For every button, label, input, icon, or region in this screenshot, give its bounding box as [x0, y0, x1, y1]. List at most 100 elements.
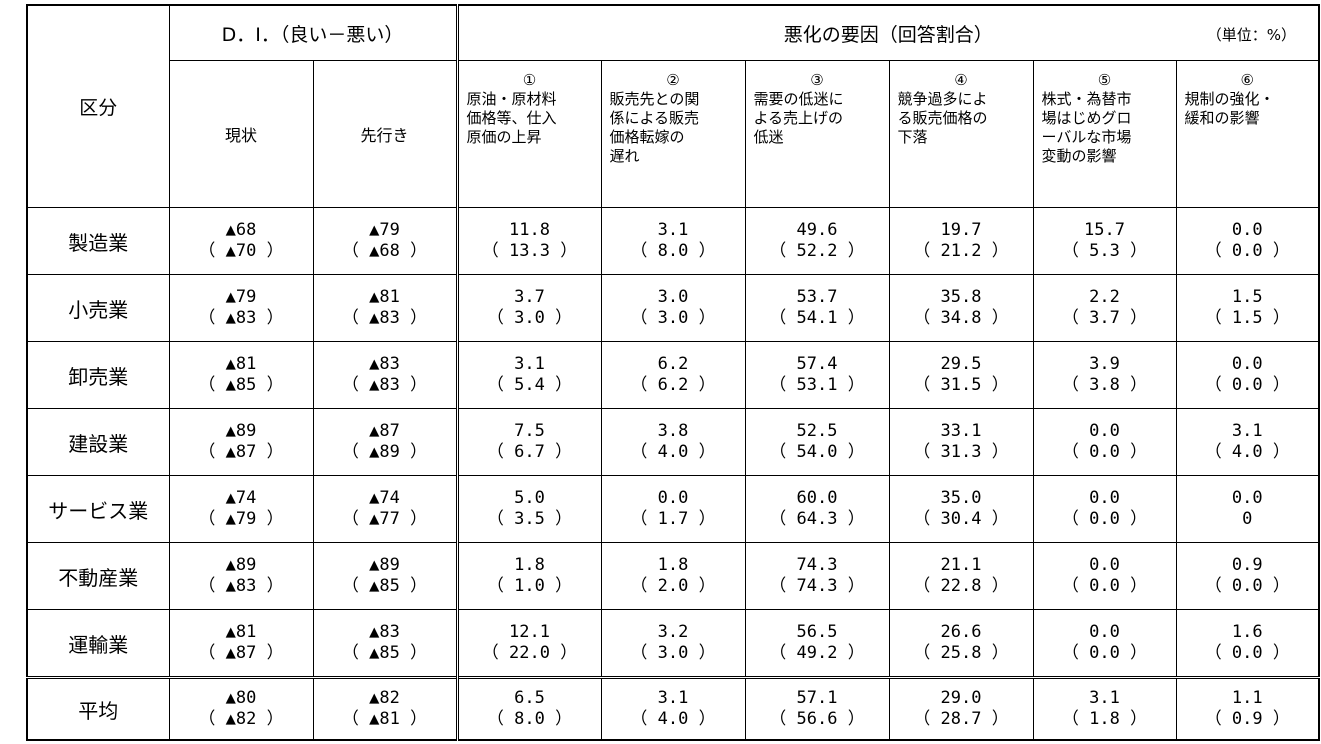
cell-current-value: 1.8 [657, 555, 689, 575]
table-cell: ▲89 （ ▲87 ） [168, 408, 314, 476]
cell-previous-value: （ ▲77 ） [341, 509, 428, 529]
table-cell: 0.0 （ 0.0 ） [1032, 609, 1177, 678]
cell-current-value: 74.3 [796, 555, 838, 575]
table-cell: 33.1 （ 31.3 ） [888, 408, 1034, 476]
cell-previous-value: （ 0.0 ） [1204, 576, 1290, 596]
cell-previous-value: （ 21.2 ） [913, 241, 1009, 261]
table-cell: 3.7 （ 3.0 ） [455, 274, 602, 342]
cell-current-value: 0.0 [1089, 488, 1120, 508]
table-cell: ▲89 （ ▲85 ） [312, 542, 458, 610]
factor-text: 株式・為替市 場はじめグロ ーバルな市場 変動の影響 [1041, 90, 1132, 165]
row-label: サービス業 [26, 475, 170, 543]
table-cell: 0.0 0 [1175, 475, 1320, 543]
cell-current-value: ▲89 [225, 421, 257, 441]
cell-previous-value: （ 13.3 ） [481, 241, 578, 261]
cell-previous-value: （ 0.0 ） [1061, 576, 1148, 596]
row-label: 運輸業 [26, 609, 170, 678]
row-label: 不動産業 [26, 542, 170, 610]
cell-previous-value: （ 0.0 ） [1061, 442, 1148, 462]
cell-current-value: 3.1 [1231, 421, 1263, 441]
cell-previous-value: （ ▲81 ） [341, 709, 428, 729]
table-cell: 3.1 （ 4.0 ） [1175, 408, 1320, 476]
factor-header-2: ② 販売先との関 係による販売 価格転嫁の 遅れ [600, 60, 746, 208]
cell-previous-value: （ ▲87 ） [198, 643, 284, 663]
cell-current-value: 0.0 [1089, 421, 1120, 441]
cell-previous-value: （ 3.8 ） [1061, 375, 1148, 395]
cell-previous-value: （ 0.0 ） [1061, 643, 1148, 663]
table-cell: 5.0 （ 3.5 ） [455, 475, 602, 543]
table-cell: 0.0 （ 0.0 ） [1032, 408, 1177, 476]
di-header: D．I．（良い－悪い） [168, 4, 458, 61]
cell-previous-value: （ ▲68 ） [341, 241, 428, 261]
cell-previous-value: （ 6.7 ） [486, 442, 573, 462]
cell-current-value: 49.6 [796, 220, 838, 240]
table-row: 卸売業 ▲81 （ ▲85 ） ▲83 （ ▲83 ） 3.1 （ 5.4 ） 6.2 （ 6.… [26, 341, 1320, 409]
cell-previous-value: （ 3.0 ） [630, 308, 716, 328]
cell-previous-value: （ 25.8 ） [913, 643, 1009, 663]
cell-current-value: 12.1 [509, 622, 550, 642]
cell-previous-value: （ 2.0 ） [630, 576, 716, 596]
table-cell: ▲81 （ ▲83 ） [312, 274, 458, 342]
table-cell: 3.8 （ 4.0 ） [600, 408, 746, 476]
unit-label: （単位：%） [1206, 26, 1297, 44]
factor-text: 原油・原材料 価格等、仕入 原価の上昇 [466, 90, 557, 146]
cell-current-value: 56.5 [796, 622, 838, 642]
cell-current-value: 57.1 [796, 688, 838, 708]
table-cell: ▲82 （ ▲81 ） [312, 676, 458, 741]
row-label: 製造業 [26, 207, 170, 275]
cell-current-value: ▲79 [225, 287, 257, 307]
cell-current-value: ▲79 [369, 220, 400, 240]
table-cell: 0.0 （ 0.0 ） [1175, 207, 1320, 275]
table-row: 製造業 ▲68 （ ▲70 ） ▲79 （ ▲68 ） 11.8 （ 13.3 ） 3.1 （ … [26, 207, 1320, 275]
cell-previous-value: （ 1.5 ） [1204, 308, 1290, 328]
table-cell: 52.5 （ 54.0 ） [744, 408, 890, 476]
cell-current-value: 3.1 [1089, 688, 1120, 708]
factor-text: 販売先との関 係による販売 価格転嫁の 遅れ [609, 90, 700, 165]
cell-previous-value: （ 8.0 ） [630, 241, 716, 261]
table-cell: 0.9 （ 0.0 ） [1175, 542, 1320, 610]
table-cell: 21.1 （ 22.8 ） [888, 542, 1034, 610]
table-cell: 56.5 （ 49.2 ） [744, 609, 890, 678]
table-row: 運輸業 ▲81 （ ▲87 ） ▲83 （ ▲85 ） 12.1 （ 22.0 ） 3.2 （ … [26, 609, 1320, 678]
cell-previous-value: （ ▲85 ） [341, 576, 428, 596]
cell-current-value: 0.0 [1231, 220, 1263, 240]
cell-current-value: 53.7 [796, 287, 838, 307]
table-cell: ▲68 （ ▲70 ） [168, 207, 314, 275]
cell-previous-value: （ 5.4 ） [486, 375, 573, 395]
table-cell: 2.2 （ 3.7 ） [1032, 274, 1177, 342]
cell-previous-value: （ 52.2 ） [769, 241, 865, 261]
cell-previous-value: （ 3.7 ） [1061, 308, 1148, 328]
factor-header-4: ④ 競争過多によ る販売価格の 下落 [888, 60, 1034, 208]
factor-text: 規制の強化・ 緩和の影響 [1184, 90, 1275, 127]
factor-number: ① [522, 71, 537, 89]
table-cell: ▲89 （ ▲83 ） [168, 542, 314, 610]
cell-current-value: ▲74 [369, 488, 400, 508]
table-cell: ▲80 （ ▲82 ） [168, 676, 314, 741]
factor-header-3: ③ 需要の低迷に よる売上げの 低迷 [744, 60, 890, 208]
factor-number: ⑤ [1097, 71, 1112, 89]
table-cell: ▲81 （ ▲85 ） [168, 341, 314, 409]
cell-current-value: 35.8 [940, 287, 982, 307]
cell-current-value: 29.0 [940, 688, 982, 708]
table-cell: 53.7 （ 54.1 ） [744, 274, 890, 342]
cell-previous-value: （ ▲85 ） [198, 375, 284, 395]
cell-previous-value: （ 1.8 ） [1061, 709, 1148, 729]
table-cell: 26.6 （ 25.8 ） [888, 609, 1034, 678]
cell-current-value: 1.5 [1231, 287, 1263, 307]
table-cell: 3.2 （ 3.0 ） [600, 609, 746, 678]
table-cell: 3.1 （ 1.8 ） [1032, 676, 1177, 741]
cell-current-value: 29.5 [940, 354, 982, 374]
cell-current-value: 60.0 [796, 488, 838, 508]
di-table: 区分 D．I．（良い－悪い） 悪化の要因（回答割合） （単位：%） 現状 先行き… [26, 4, 1321, 741]
factor-title: 悪化の要因（回答割合） [783, 24, 993, 46]
cell-previous-value: （ ▲83 ） [341, 308, 428, 328]
table-cell: 29.0 （ 28.7 ） [888, 676, 1034, 741]
cell-current-value: 15.7 [1084, 220, 1125, 240]
table-cell: 49.6 （ 52.2 ） [744, 207, 890, 275]
cell-previous-value: （ 54.1 ） [769, 308, 865, 328]
factor-header-5: ⑤ 株式・為替市 場はじめグロ ーバルな市場 変動の影響 [1032, 60, 1177, 208]
cell-current-value: 3.1 [514, 354, 545, 374]
cell-previous-value: 0 [1242, 509, 1253, 529]
table-cell: 60.0 （ 64.3 ） [744, 475, 890, 543]
